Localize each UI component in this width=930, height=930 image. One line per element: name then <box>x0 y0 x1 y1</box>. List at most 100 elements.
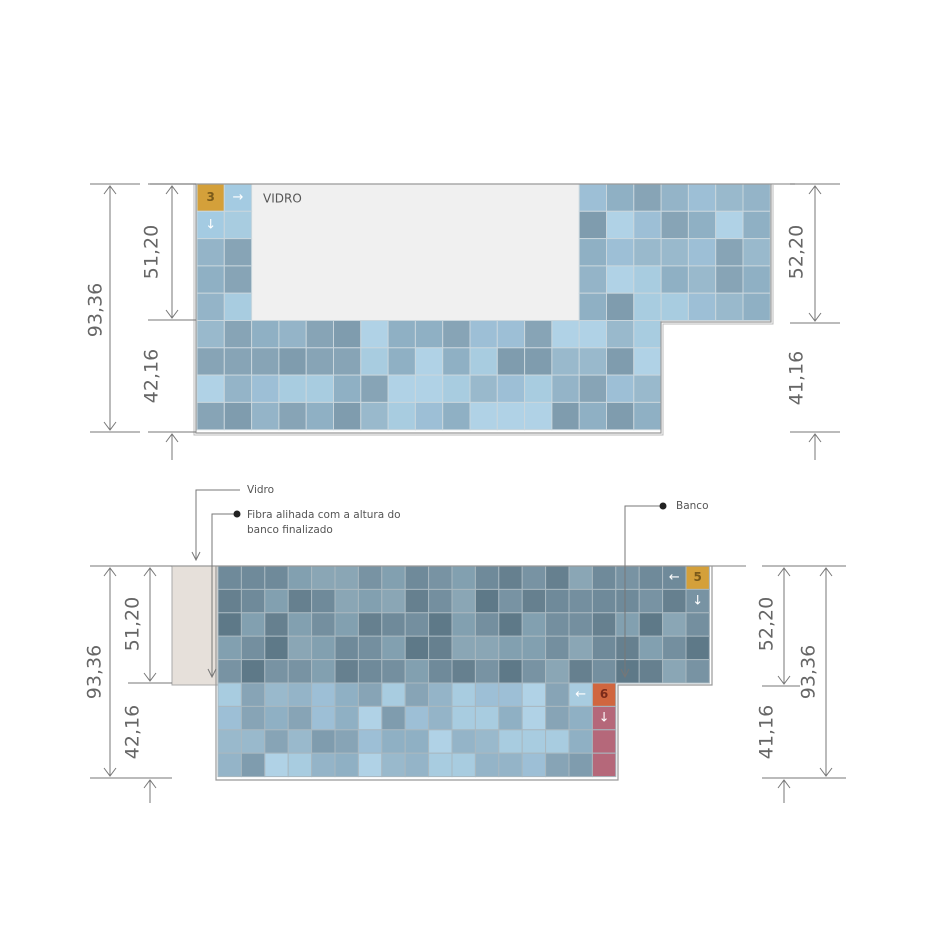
tile <box>474 705 500 731</box>
tile <box>633 401 662 431</box>
tile <box>240 659 266 684</box>
direction-arrow: → <box>232 190 243 205</box>
tile-number: 3 <box>206 190 214 204</box>
tile <box>381 752 406 778</box>
tile <box>404 635 430 661</box>
tile <box>551 374 580 403</box>
tile <box>414 347 444 376</box>
tile <box>333 401 362 431</box>
tile <box>381 612 406 637</box>
tile <box>333 320 362 349</box>
tile <box>615 635 640 661</box>
tile <box>334 752 359 778</box>
tile <box>662 659 687 684</box>
tile <box>428 682 453 707</box>
tile <box>414 320 444 349</box>
tile <box>633 210 662 240</box>
dim-label: 41,16 <box>756 705 778 759</box>
extension-lines <box>90 183 840 433</box>
tile <box>715 292 744 322</box>
tile <box>223 292 253 322</box>
dim-label: 52,20 <box>786 225 808 279</box>
tile <box>591 635 617 661</box>
tile <box>521 659 547 684</box>
tile <box>217 729 242 754</box>
tile <box>223 347 253 376</box>
tile <box>606 238 635 267</box>
tile <box>545 565 570 590</box>
tile <box>451 682 476 707</box>
tile <box>578 238 608 267</box>
tile <box>660 292 689 322</box>
tile <box>660 265 689 294</box>
tile <box>474 729 500 754</box>
tile <box>381 588 406 614</box>
dim-label: 42,16 <box>141 349 163 403</box>
tile <box>404 612 430 637</box>
tile <box>591 659 617 684</box>
tile <box>451 588 476 614</box>
extension-lines <box>90 565 846 779</box>
tile <box>660 183 689 212</box>
tile <box>568 729 593 754</box>
tile <box>498 588 523 614</box>
tile <box>387 401 416 431</box>
tile <box>498 659 523 684</box>
dim-label: 41,16 <box>786 351 808 405</box>
tile <box>715 238 744 267</box>
tile <box>469 401 498 431</box>
tile <box>545 588 570 614</box>
tile <box>287 635 313 661</box>
tile <box>633 374 662 403</box>
tile <box>469 320 498 349</box>
tile <box>568 588 593 614</box>
outline <box>172 565 746 781</box>
tile <box>357 588 383 614</box>
tile <box>442 347 471 376</box>
tile <box>638 635 664 661</box>
dim-line <box>103 185 117 431</box>
tile <box>357 659 383 684</box>
tile <box>196 401 225 431</box>
tile <box>287 682 313 707</box>
dim-label: 51,20 <box>141 225 163 279</box>
tile <box>428 659 453 684</box>
tile <box>278 320 307 349</box>
tile <box>451 635 476 661</box>
tile <box>264 705 289 731</box>
tile-number: 6 <box>600 687 608 701</box>
tile <box>551 401 580 431</box>
tile <box>287 705 313 731</box>
tile <box>217 565 242 590</box>
tile <box>381 659 406 684</box>
tile <box>287 659 313 684</box>
tile <box>633 265 662 294</box>
tile <box>305 347 335 376</box>
tile <box>311 612 336 637</box>
tile <box>568 565 593 590</box>
tile <box>217 682 242 707</box>
leader-dot <box>659 502 667 510</box>
tile <box>240 635 266 661</box>
tile <box>715 210 744 240</box>
tile <box>524 374 553 403</box>
tile <box>521 612 547 637</box>
tile <box>521 565 547 590</box>
tile <box>606 292 635 322</box>
tile <box>498 752 523 778</box>
tile <box>568 705 593 731</box>
tile <box>217 588 242 614</box>
top-dimensions: 93,36 51,20 42,16 52,20 41,16 <box>85 183 840 460</box>
tile <box>685 659 710 684</box>
tile <box>381 729 406 754</box>
annotations: Vidro Fibra alihada com a altura do banc… <box>191 484 709 679</box>
tile <box>685 635 710 661</box>
tile <box>633 183 662 212</box>
tile <box>311 635 336 661</box>
tile <box>223 401 253 431</box>
tile <box>451 729 476 754</box>
tile <box>240 612 266 637</box>
tile <box>287 588 313 614</box>
tile <box>357 705 383 731</box>
